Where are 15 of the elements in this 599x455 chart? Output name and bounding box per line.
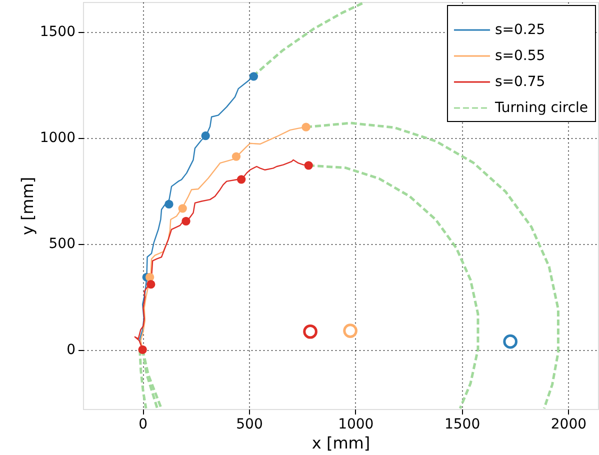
x-axis-title: x [mm] xyxy=(312,434,370,452)
legend-label: s=0.75 xyxy=(495,74,546,90)
legend-label: s=0.25 xyxy=(495,22,546,38)
y-axis-title: y [mm] xyxy=(18,176,37,236)
x-tick-label: 0 xyxy=(138,416,148,432)
y-tick-label: 0 xyxy=(66,342,76,358)
x-tick-label: 1000 xyxy=(338,416,374,432)
x-tick-label: 1500 xyxy=(444,416,480,432)
x-tick-label: 500 xyxy=(236,416,263,432)
y-tick-label: 1000 xyxy=(40,130,76,146)
y-tick-label: 1500 xyxy=(40,24,76,40)
x-tick-label: 2000 xyxy=(550,416,587,432)
legend-label: Turning circle xyxy=(494,100,588,116)
y-tick-label: 500 xyxy=(48,236,76,252)
legend-label: s=0.55 xyxy=(495,48,546,64)
